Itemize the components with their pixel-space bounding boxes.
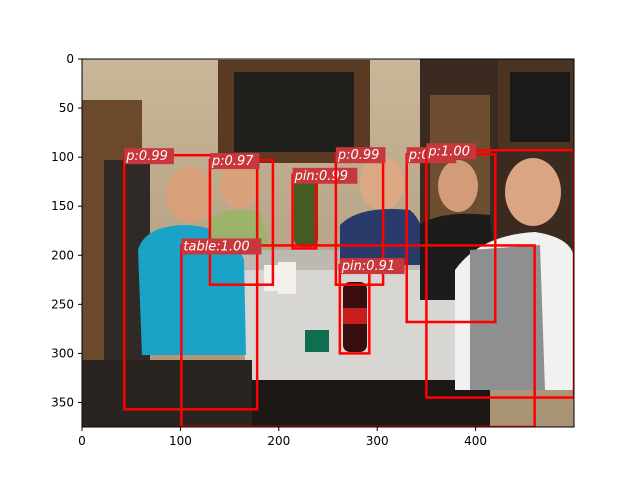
detection-label: pin:0.99 <box>294 169 348 184</box>
y-tick-label: 100 <box>51 150 74 164</box>
y-tick-label: 150 <box>51 199 74 213</box>
detection-label: p:0.99 <box>337 148 380 163</box>
x-axis-ticks: 0 100 200 300 400 <box>78 427 487 448</box>
y-tick-label: 300 <box>51 346 74 360</box>
y-tick-label: 200 <box>51 248 74 262</box>
y-axis-ticks: 0 50 100 150 200 250 300 350 <box>51 52 82 409</box>
detection-box <box>123 153 259 411</box>
detection-label-bg <box>335 147 386 164</box>
x-tick-label: 400 <box>464 434 487 448</box>
x-tick-label: 200 <box>267 434 290 448</box>
detection-label: p:0.99 <box>125 149 168 164</box>
detection-label: table:1.00 <box>183 239 249 254</box>
x-tick-label: 100 <box>169 434 192 448</box>
x-tick-label: 0 <box>78 434 86 448</box>
detection-label: pin:0.91 <box>341 259 395 274</box>
detection-label: p:1.00 <box>427 144 470 159</box>
y-tick-label: 50 <box>59 101 74 115</box>
y-tick-label: 350 <box>51 395 74 409</box>
detection-label-bg <box>426 143 476 160</box>
detection-label-bg <box>339 258 405 275</box>
y-tick-label: 250 <box>51 297 74 311</box>
detection-label-bg <box>292 167 358 184</box>
detection-box <box>180 244 536 427</box>
detection-label: p:0.97 <box>211 154 254 169</box>
detection-label-bg <box>124 148 174 165</box>
axes-frame <box>81 58 575 428</box>
photo <box>82 59 574 427</box>
y-tick-label: 0 <box>66 52 74 66</box>
detection-label-bg <box>181 238 262 255</box>
x-tick-label: 300 <box>366 434 389 448</box>
detections-layer: p:0.99p:0.97pin:0.99p:0.99p:0.98p:1.00pi… <box>123 143 574 427</box>
detection-label-bg <box>209 153 260 170</box>
detection-box <box>425 149 574 399</box>
